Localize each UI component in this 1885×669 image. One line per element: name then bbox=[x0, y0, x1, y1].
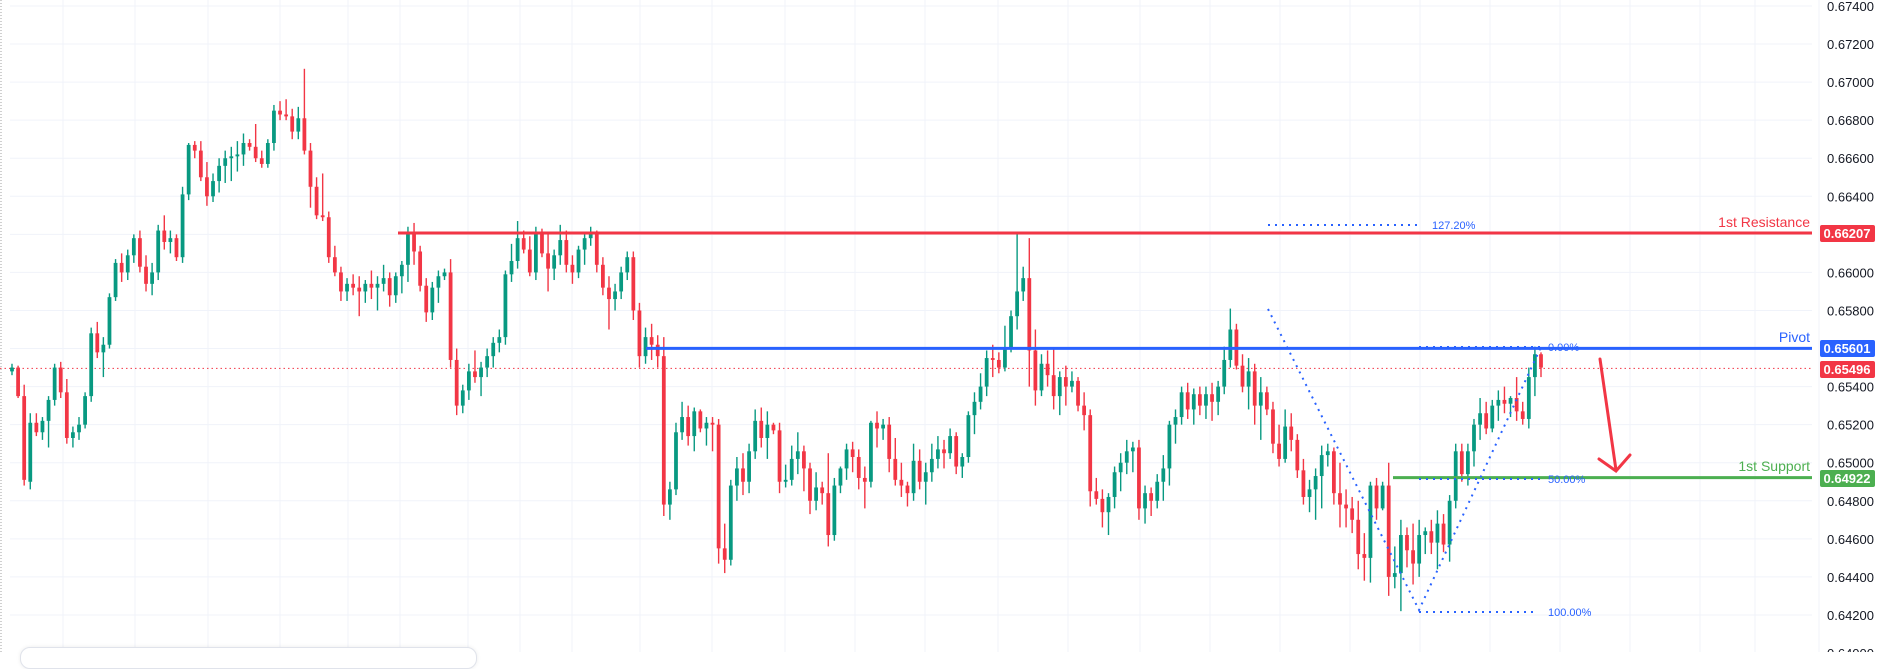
fib-label-100: 100.00% bbox=[1548, 607, 1592, 619]
fib-zigzag bbox=[1267, 308, 1542, 613]
pivot-tag: 0.65601 bbox=[1820, 340, 1875, 357]
price-chart[interactable]: 127.20% 0.00% 50.00% 100.00% 1st Resista… bbox=[0, 0, 1885, 652]
current-price-tag: 0.65496 bbox=[1820, 361, 1875, 378]
price-axis-label: 0.65000 bbox=[1827, 456, 1874, 471]
price-axis-label: 0.66000 bbox=[1827, 265, 1874, 280]
candlestick-series bbox=[10, 68, 1543, 612]
price-axis-label: 0.64800 bbox=[1827, 494, 1874, 509]
svg-text:0.65601: 0.65601 bbox=[1824, 341, 1871, 356]
support-label: 1st Support bbox=[1738, 458, 1810, 474]
price-axis-label: 0.67400 bbox=[1827, 0, 1874, 14]
bottom-toolbar-panel[interactable] bbox=[20, 647, 477, 669]
chart-grid bbox=[10, 0, 1812, 652]
resistance-label: 1st Resistance bbox=[1718, 214, 1810, 230]
price-axis-label: 0.65200 bbox=[1827, 418, 1874, 433]
price-axis-label: 0.64400 bbox=[1827, 570, 1874, 585]
price-axis-label: 0.65800 bbox=[1827, 303, 1874, 318]
pivot-label: Pivot bbox=[1779, 329, 1810, 345]
fib-label-0: 0.00% bbox=[1548, 342, 1579, 354]
resistance-tag: 0.66207 bbox=[1820, 225, 1875, 242]
price-axis-label: 0.64200 bbox=[1827, 608, 1874, 623]
price-axis-label: 0.66800 bbox=[1827, 113, 1874, 128]
price-axis-label: 0.67200 bbox=[1827, 37, 1874, 52]
svg-text:0.65496: 0.65496 bbox=[1824, 362, 1871, 377]
fib-label-1272: 127.20% bbox=[1432, 220, 1476, 232]
support-tag: 0.64922 bbox=[1820, 470, 1875, 487]
svg-text:0.64922: 0.64922 bbox=[1824, 471, 1871, 486]
left-edge bbox=[0, 0, 2, 652]
fib-label-50: 50.00% bbox=[1548, 474, 1586, 486]
price-axis-label: 0.64600 bbox=[1827, 532, 1874, 547]
price-axis[interactable]: 0.67400 0.67200 0.67000 0.66800 0.66600 0.664… bbox=[1827, 0, 1874, 652]
fibonacci-extension[interactable]: 127.20% 0.00% 50.00% 100.00% bbox=[1267, 220, 1592, 619]
down-arrow-icon[interactable] bbox=[1597, 357, 1632, 474]
price-axis-label: 0.66600 bbox=[1827, 151, 1874, 166]
price-axis-label: 0.66400 bbox=[1827, 189, 1874, 204]
svg-text:0.66207: 0.66207 bbox=[1824, 226, 1871, 241]
price-axis-label: 0.67000 bbox=[1827, 75, 1874, 90]
price-axis-label: 0.65400 bbox=[1827, 380, 1874, 395]
